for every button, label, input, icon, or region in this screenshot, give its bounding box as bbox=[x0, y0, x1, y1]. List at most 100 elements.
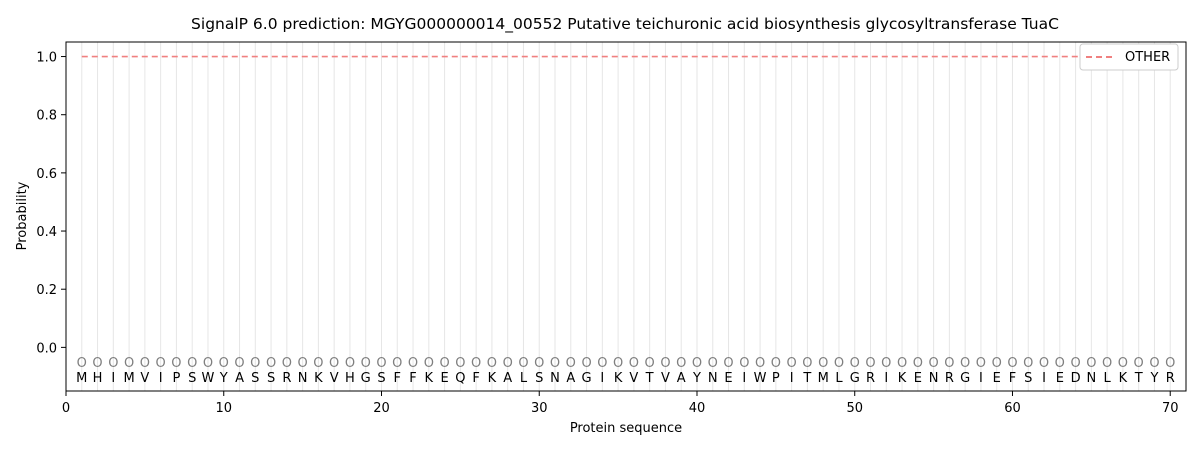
x-axis-label: Protein sequence bbox=[570, 421, 682, 436]
residue-label-37: T bbox=[645, 371, 654, 386]
residue-label-22: F bbox=[409, 371, 416, 386]
residue-label-29: L bbox=[520, 371, 528, 386]
residue-label-9: W bbox=[202, 371, 215, 386]
residue-label-59: E bbox=[993, 371, 1001, 386]
residue-label-1: M bbox=[76, 371, 87, 386]
region-label-49: O bbox=[834, 356, 844, 371]
residue-label-60: F bbox=[1009, 371, 1016, 386]
y-tick-label-2: 0.4 bbox=[36, 225, 57, 240]
region-label-15: O bbox=[298, 356, 308, 371]
region-label-33: O bbox=[581, 356, 591, 371]
region-label-39: O bbox=[676, 356, 686, 371]
residue-label-43: I bbox=[742, 371, 746, 386]
residue-label-11: A bbox=[235, 371, 244, 386]
residue-label-27: K bbox=[488, 371, 497, 386]
region-label-27: O bbox=[487, 356, 497, 371]
residue-label-48: M bbox=[818, 371, 829, 386]
region-label-17: O bbox=[329, 356, 339, 371]
y-tick-label-5: 1.0 bbox=[36, 51, 57, 66]
residue-label-32: A bbox=[566, 371, 575, 386]
region-label-22: O bbox=[408, 356, 418, 371]
legend-box bbox=[1079, 43, 1179, 71]
region-label-29: O bbox=[518, 356, 528, 371]
region-label-16: O bbox=[313, 356, 323, 371]
region-label-35: O bbox=[613, 356, 623, 371]
residue-label-31: N bbox=[550, 371, 560, 386]
y-tick-label-1: 0.2 bbox=[36, 283, 57, 298]
region-label-52: O bbox=[881, 356, 891, 371]
region-label-24: O bbox=[439, 356, 449, 371]
residue-label-44: W bbox=[754, 371, 767, 386]
residue-label-5: V bbox=[140, 371, 149, 386]
residue-label-42: E bbox=[724, 371, 732, 386]
region-label-28: O bbox=[503, 356, 513, 371]
region-label-20: O bbox=[376, 356, 386, 371]
residue-label-52: I bbox=[884, 371, 888, 386]
residue-label-70: R bbox=[1166, 371, 1175, 386]
region-label-53: O bbox=[897, 356, 907, 371]
region-label-44: O bbox=[755, 356, 765, 371]
region-label-67: O bbox=[1118, 356, 1128, 371]
x-tick-label-30: 30 bbox=[531, 401, 548, 416]
residue-label-28: A bbox=[503, 371, 512, 386]
region-label-31: O bbox=[550, 356, 560, 371]
residue-label-51: R bbox=[866, 371, 875, 386]
region-label-56: O bbox=[944, 356, 954, 371]
residue-label-23: K bbox=[425, 371, 434, 386]
region-label-43: O bbox=[739, 356, 749, 371]
region-label-34: O bbox=[597, 356, 607, 371]
residue-label-50: G bbox=[850, 371, 860, 386]
y-axis: 0.0 0.2 0.4 0.6 0.8 1.0 bbox=[36, 51, 66, 356]
residue-label-46: I bbox=[790, 371, 794, 386]
residue-label-25: Q bbox=[455, 371, 465, 386]
region-label-26: O bbox=[471, 356, 481, 371]
residue-label-30: S bbox=[535, 371, 543, 386]
x-axis: 0 10 20 30 40 50 60 70 bbox=[62, 391, 1178, 416]
residue-label-4: M bbox=[123, 371, 134, 386]
region-label-7: O bbox=[171, 356, 181, 371]
region-label-11: O bbox=[234, 356, 244, 371]
region-label-6: O bbox=[156, 356, 166, 371]
region-label-57: O bbox=[960, 356, 970, 371]
region-label-42: O bbox=[723, 356, 733, 371]
y-tick-label-4: 0.8 bbox=[36, 109, 57, 124]
residue-label-61: S bbox=[1024, 371, 1032, 386]
region-label-58: O bbox=[976, 356, 986, 371]
residue-label-19: G bbox=[361, 371, 371, 386]
residue-label-24: E bbox=[440, 371, 448, 386]
region-label-8: O bbox=[187, 356, 197, 371]
residue-label-33: G bbox=[582, 371, 592, 386]
residue-label-56: R bbox=[945, 371, 954, 386]
x-tick-label-40: 40 bbox=[689, 401, 706, 416]
region-label-9: O bbox=[203, 356, 213, 371]
region-label-50: O bbox=[850, 356, 860, 371]
plot-frame bbox=[65, 41, 1187, 392]
region-label-23: O bbox=[424, 356, 434, 371]
region-label-46: O bbox=[787, 356, 797, 371]
region-label-30: O bbox=[534, 356, 544, 371]
residue-label-2: H bbox=[93, 371, 103, 386]
residue-label-49: L bbox=[835, 371, 843, 386]
region-label-59: O bbox=[992, 356, 1002, 371]
residue-label-8: S bbox=[188, 371, 196, 386]
region-label-18: O bbox=[345, 356, 355, 371]
residue-labels: OMOHOIOMOVOIOPOSOWOYOAOSOSORONOKOVOHOGOS… bbox=[76, 356, 1175, 386]
region-label-14: O bbox=[282, 356, 292, 371]
region-label-48: O bbox=[818, 356, 828, 371]
region-label-3: O bbox=[108, 356, 118, 371]
region-label-61: O bbox=[1023, 356, 1033, 371]
residue-label-47: T bbox=[802, 371, 811, 386]
region-label-65: O bbox=[1086, 356, 1096, 371]
residue-label-13: S bbox=[267, 371, 275, 386]
region-label-62: O bbox=[1039, 356, 1049, 371]
residue-label-12: S bbox=[251, 371, 259, 386]
residue-label-38: V bbox=[661, 371, 670, 386]
residue-label-39: A bbox=[677, 371, 686, 386]
y-tick-label-0: 0.0 bbox=[36, 341, 57, 356]
region-label-4: O bbox=[124, 356, 134, 371]
residue-label-35: K bbox=[614, 371, 623, 386]
residue-label-62: I bbox=[1042, 371, 1046, 386]
residue-label-45: P bbox=[772, 371, 780, 386]
residue-label-63: E bbox=[1056, 371, 1064, 386]
x-tick-label-50: 50 bbox=[846, 401, 863, 416]
